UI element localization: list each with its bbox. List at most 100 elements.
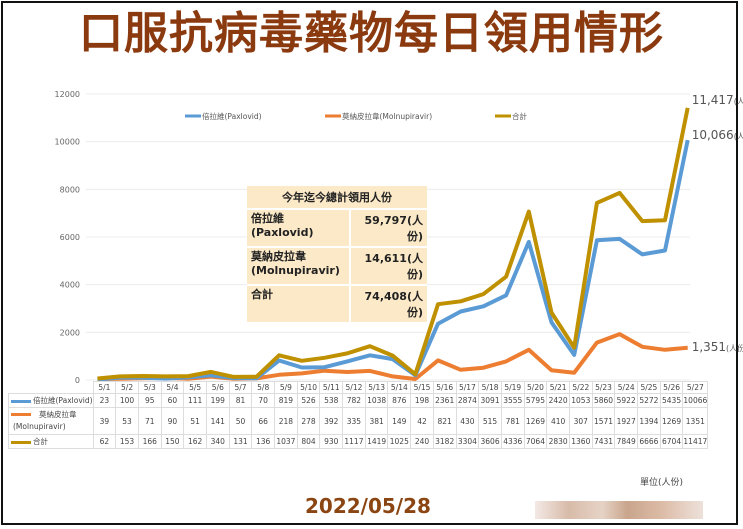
table-cell: 71 (137, 407, 162, 435)
row-label-paxlovid: 倍拉維(Paxlovid) (8, 393, 94, 408)
table-cell: 2874 (455, 393, 480, 408)
table-header-cell: 5/13 (364, 381, 389, 394)
table-cell: 153 (115, 434, 139, 449)
series-line (97, 107, 690, 381)
table-header-cell: 5/9 (274, 381, 298, 394)
table-header-cell: 5/11 (319, 381, 344, 394)
table-cell: 6704 (659, 434, 684, 449)
table-cell: 60 (160, 393, 185, 408)
table-cell: 111 (183, 393, 207, 408)
table-cell: 5922 (614, 393, 639, 408)
summary-label: 合計 (251, 288, 273, 301)
blurred-source-watermark (535, 501, 703, 519)
table-cell: 876 (387, 393, 412, 408)
table-cell: 198 (410, 393, 434, 408)
table-cell: 782 (342, 393, 366, 408)
row-label-text-sub: (Molnupiravir) (13, 422, 66, 431)
table-cell: 3555 (500, 393, 525, 408)
table-cell: 1571 (591, 407, 616, 435)
paxlovid-legend-swatch (11, 399, 31, 403)
table-header-cell: 5/14 (387, 381, 412, 394)
y-tick-label: 6000 (60, 233, 80, 242)
table-cell: 1360 (568, 434, 593, 449)
table-cell: 1927 (614, 407, 639, 435)
table-row-paxlovid: 倍拉維(Paxlovid) 23 100 95 60 111 199 81 70 819 526 5… (8, 393, 709, 408)
legend-label: 莫納皮拉韋(Molnupiravir) (342, 111, 432, 121)
y-tick-label: 12000 (55, 90, 80, 99)
table-cell: 410 (546, 407, 570, 435)
table-header-row: 5/1 5/2 5/3 5/4 5/5 5/6 5/7 5/8 5/9 5/10 5/11 5/12 5… (9, 381, 709, 394)
table-cell: 381 (364, 407, 389, 435)
table-cell: 166 (137, 434, 162, 449)
table-cell: 5860 (591, 393, 616, 408)
table-cell: 240 (410, 434, 434, 449)
report-date: 2022/05/28 (305, 494, 431, 518)
table-cell: 162 (183, 434, 207, 449)
table-cell: 930 (319, 434, 344, 449)
y-tick-label: 0 (75, 376, 80, 385)
table-header-cell: 5/16 (432, 381, 457, 394)
summary-row-total: 合計 74,408(人份) (247, 286, 427, 322)
unit-label: 單位(人份) (640, 478, 684, 488)
page-title: 口服抗病毒藥物每日領用情形 (79, 8, 664, 59)
table-cell: 7064 (523, 434, 548, 449)
table-cell: 278 (296, 407, 321, 435)
table-header-cell: 5/8 (251, 381, 276, 394)
table-header-cell: 5/12 (342, 381, 366, 394)
table-cell: 1053 (568, 393, 593, 408)
table-cell: 430 (455, 407, 480, 435)
table-header-cell: 5/10 (296, 381, 321, 394)
table-cell: 538 (319, 393, 344, 408)
table-header-cell: 5/24 (614, 381, 639, 394)
table-cell: 819 (274, 393, 298, 408)
table-cell: 51 (183, 407, 207, 435)
table-cell: 5795 (523, 393, 548, 408)
table-cell: 23 (92, 393, 117, 408)
summary-label-sub: (Molnupiravir) (251, 264, 340, 277)
table-cell: 218 (274, 407, 298, 435)
table-header-cell: 5/27 (682, 381, 709, 394)
table-cell: 2830 (546, 434, 570, 449)
row-label-text: 合計 (33, 437, 48, 446)
legend-label: 倍拉維(Paxlovid) (202, 111, 262, 121)
table-cell: 3606 (478, 434, 502, 449)
table-header-cell: 5/1 (92, 381, 117, 394)
table-cell: 131 (228, 434, 253, 449)
table-cell: 42 (410, 407, 434, 435)
table-cell: 3182 (432, 434, 457, 449)
summary-label: 莫納皮拉韋 (251, 250, 306, 263)
summary-value: 59,797(人份) (364, 214, 423, 243)
table-cell: 39 (92, 407, 117, 435)
summary-value: 14,611(人份) (364, 252, 423, 281)
table-cell: 5272 (637, 393, 661, 408)
data-table: 5/1 5/2 5/3 5/4 5/5 5/6 5/7 5/8 5/9 5/10 5/11 5/12 5… (8, 381, 709, 449)
summary-row-paxlovid: 倍拉維 (Paxlovid) 59,797(人份) (247, 210, 427, 248)
table-cell: 1117 (342, 434, 366, 449)
table-row-total: 合計 62 153 166 150 162 340 131 136 1037 804 930 1117… (8, 434, 709, 449)
table-cell: 7849 (614, 434, 639, 449)
table-header-cell: 5/3 (137, 381, 162, 394)
table-cell: 1394 (637, 407, 661, 435)
table-row-molnupiravir: 莫納皮拉韋 (Molnupiravir) 39 53 71 90 51 141 50 66 218… (8, 407, 709, 435)
summary-row-molnupiravir: 莫納皮拉韋 (Molnupiravir) 14,611(人份) (247, 248, 427, 286)
table-cell: 1037 (274, 434, 298, 449)
table-cell: 95 (137, 393, 162, 408)
table-cell: 1269 (659, 407, 684, 435)
table-cell: 1351 (682, 407, 709, 435)
table-cell: 307 (568, 407, 593, 435)
table-cell: 4336 (500, 434, 525, 449)
table-cell: 141 (205, 407, 230, 435)
table-header-cell: 5/15 (410, 381, 434, 394)
row-label-total: 合計 (8, 434, 94, 449)
table-cell: 150 (160, 434, 185, 449)
table-header-cell: 5/20 (523, 381, 548, 394)
table-cell: 3091 (478, 393, 502, 408)
table-header-cell: 5/2 (115, 381, 139, 394)
summary-label: 倍拉維 (251, 212, 284, 225)
table-header-cell: 5/22 (568, 381, 593, 394)
table-cell: 10066 (682, 393, 709, 408)
table-cell: 335 (342, 407, 366, 435)
table-cell: 5435 (659, 393, 684, 408)
table-cell: 392 (319, 407, 344, 435)
